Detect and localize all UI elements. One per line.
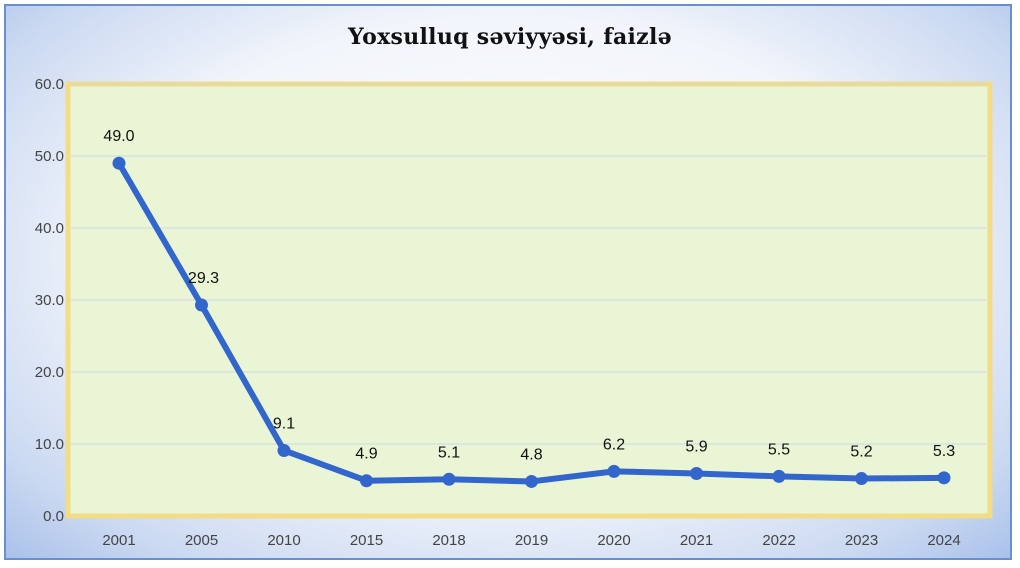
- data-label: 5.5: [768, 441, 790, 458]
- y-tick-label: 40.0: [35, 220, 64, 237]
- data-label: 5.9: [685, 439, 707, 456]
- y-tick-label: 0.0: [43, 508, 64, 525]
- data-point: [442, 472, 456, 486]
- data-label: 4.9: [355, 446, 377, 463]
- data-point: [195, 298, 208, 312]
- chart-title: Yoxsulluq səviyyəsi, faizlə: [348, 24, 672, 50]
- data-point: [360, 474, 373, 488]
- x-tick-label: 2020: [597, 532, 630, 549]
- data-point: [690, 467, 703, 481]
- data-label: 5.2: [850, 444, 872, 461]
- data-point: [607, 464, 621, 478]
- x-tick-label: 2022: [762, 532, 795, 549]
- data-label: 5.3: [933, 443, 955, 460]
- x-tick-label: 2005: [185, 532, 218, 549]
- y-tick-label: 60.0: [35, 76, 64, 93]
- data-label: 6.2: [603, 436, 625, 453]
- x-tick-label: 2021: [680, 532, 713, 549]
- x-tick-label: 2010: [267, 532, 300, 549]
- data-point: [112, 156, 126, 170]
- y-tick-label: 30.0: [35, 292, 64, 309]
- x-tick-label: 2018: [432, 532, 465, 549]
- data-label: 49.0: [103, 128, 134, 145]
- y-tick-label: 20.0: [35, 364, 64, 381]
- x-tick-label: 2019: [515, 532, 548, 549]
- x-tick-label: 2001: [102, 532, 135, 549]
- data-point: [855, 472, 868, 486]
- x-tick-label: 2024: [927, 532, 960, 549]
- data-point: [525, 474, 538, 488]
- x-tick-label: 2015: [350, 532, 383, 549]
- data-label: 9.1: [273, 415, 295, 432]
- y-tick-label: 50.0: [35, 148, 64, 165]
- x-tick-label: 2023: [845, 532, 878, 549]
- data-label: 29.3: [188, 270, 219, 287]
- data-label: 4.8: [520, 446, 542, 463]
- data-point: [937, 471, 951, 485]
- data-label: 5.1: [438, 444, 460, 461]
- data-point: [277, 443, 291, 457]
- y-tick-label: 10.0: [35, 436, 64, 453]
- data-point: [772, 469, 786, 483]
